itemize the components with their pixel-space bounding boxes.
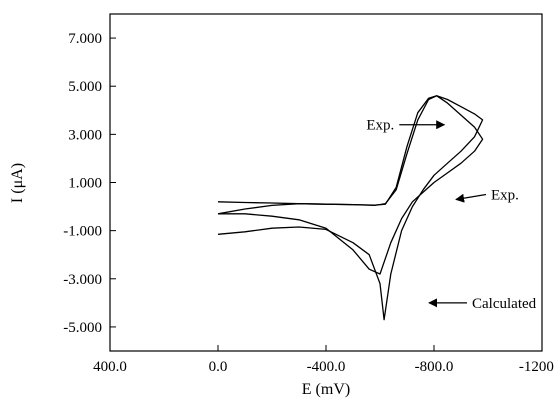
- cv-curve-1: [217, 95, 484, 275]
- y-tick-label: 3.000: [68, 127, 102, 143]
- annotation-label: Exp.: [491, 188, 519, 204]
- cv-curve-2: [217, 95, 484, 321]
- y-tick-label: -1.000: [63, 224, 102, 240]
- x-axis-title: E (mV): [302, 381, 350, 398]
- annotation-arrow: [455, 193, 487, 203]
- y-tick-label: -3.000: [63, 272, 102, 288]
- annotations: Exp. Exp. Calculated: [366, 118, 536, 312]
- x-tick-label: -400.0: [307, 359, 346, 375]
- annotation-label: Calculated: [472, 296, 537, 312]
- y-tick-label: 5.000: [68, 79, 102, 95]
- x-tick-label: -800.0: [415, 359, 454, 375]
- y-tick-label: 1.000: [68, 176, 102, 192]
- annotation-label: Exp.: [366, 118, 394, 134]
- y-tick-label: -5.000: [63, 320, 102, 336]
- y-axis: 7.000 5.000 3.000 1.000 -1.000 -3.000 -5.000: [63, 31, 116, 336]
- x-tick-label: 0.0: [209, 359, 228, 375]
- x-tick-label: 400.0: [93, 359, 127, 375]
- x-tick-label: -1200.0: [519, 359, 554, 375]
- y-axis-title: I (μA): [9, 163, 26, 203]
- x-axis: 400.0 0.0 -400.0 -800.0 -1200.0: [93, 345, 554, 375]
- curves: [217, 95, 484, 321]
- y-tick-label: 7.000: [68, 31, 102, 47]
